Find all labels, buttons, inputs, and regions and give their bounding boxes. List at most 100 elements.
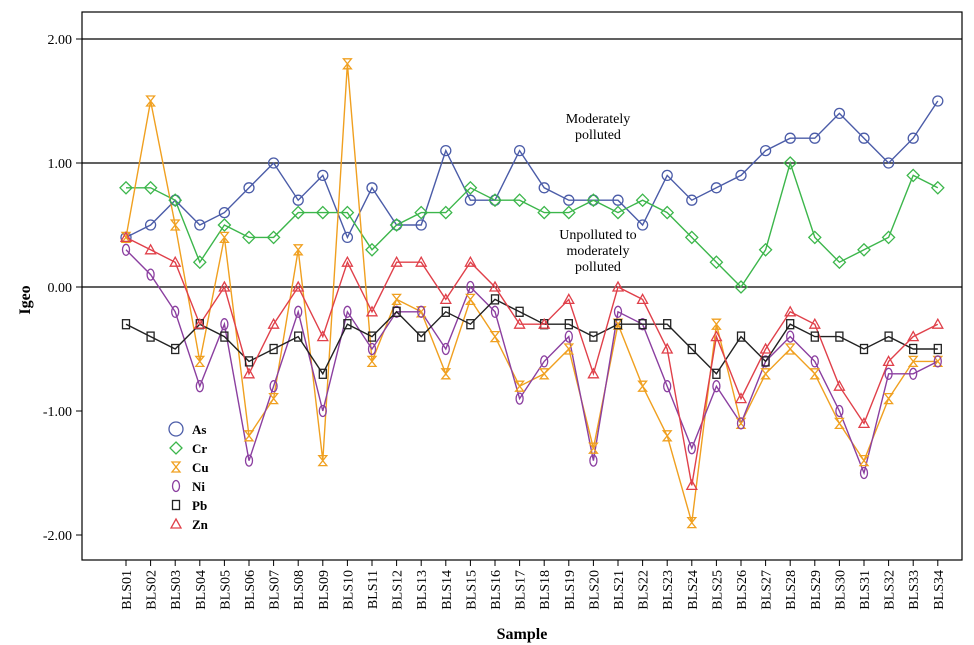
point-pb <box>884 331 893 342</box>
point-zn <box>734 392 748 404</box>
x-tick-label: BLS11 <box>366 570 381 609</box>
point-as <box>809 132 821 144</box>
point-cu <box>268 392 279 405</box>
point-pb <box>367 331 377 342</box>
point-zn <box>661 342 674 354</box>
point-as <box>563 194 575 206</box>
x-tick-label: BLS23 <box>661 570 676 610</box>
point-zn <box>882 355 895 367</box>
point-pb <box>638 319 647 330</box>
point-as <box>759 144 772 157</box>
x-tick-label: BLS16 <box>489 570 504 610</box>
legend: As Cr Cu Ni Pb Zn <box>168 421 209 532</box>
series-points-ni <box>121 243 942 480</box>
point-pb <box>171 343 180 355</box>
point-pb <box>909 343 918 355</box>
point-cu <box>169 219 181 231</box>
point-ni <box>736 417 746 430</box>
point-zn <box>464 255 477 267</box>
y-axis-ticks: 2.00 1.00 0.00 -1.00 -2.00 <box>43 33 82 544</box>
plot-frame <box>81 11 963 561</box>
series-lines <box>125 63 939 523</box>
point-zn <box>390 255 403 267</box>
point-zn <box>636 293 649 305</box>
x-tick-label: BLS04 <box>194 570 209 610</box>
point-pb <box>466 319 475 330</box>
point-zn <box>144 243 157 255</box>
point-pb <box>490 294 500 305</box>
x-tick-label: BLS27 <box>760 570 775 610</box>
point-zn <box>759 342 772 354</box>
point-zn <box>316 330 329 342</box>
point-ni <box>515 392 524 405</box>
point-zn <box>833 379 846 391</box>
series-points-cu <box>120 58 944 529</box>
point-as <box>440 144 452 157</box>
y-tick-label: 2.00 <box>48 33 73 48</box>
point-as <box>317 169 329 182</box>
point-ni <box>466 280 475 294</box>
point-as <box>390 219 403 231</box>
annotation-1-line: moderately <box>567 244 630 259</box>
x-tick-label: BLS34 <box>932 570 947 610</box>
point-cr <box>758 242 773 257</box>
point-cr <box>881 230 896 245</box>
point-cu <box>538 368 550 380</box>
point-cr <box>734 280 748 294</box>
point-as <box>513 144 526 157</box>
point-cr <box>930 180 945 195</box>
x-tick-label: BLS12 <box>391 570 406 610</box>
x-tick-label: BLS14 <box>440 570 455 610</box>
point-cr <box>192 255 207 270</box>
point-as <box>538 182 550 194</box>
point-cr <box>463 180 478 195</box>
series-line-cr <box>126 160 939 289</box>
x-tick-label: BLS28 <box>784 570 799 610</box>
point-zn <box>587 367 600 379</box>
annotation-0-line: polluted <box>575 128 621 143</box>
annotation-1-line: Unpolluted to <box>559 228 636 243</box>
point-as <box>169 194 181 206</box>
series-line-zn <box>125 236 939 486</box>
point-as <box>218 206 231 219</box>
point-cu <box>588 442 599 454</box>
legend-symbol-cr <box>169 441 183 455</box>
point-cu <box>391 293 402 306</box>
series-line-ni <box>125 249 939 476</box>
point-as <box>661 169 673 182</box>
point-cr <box>611 205 625 220</box>
point-ni <box>786 330 795 343</box>
legend-label-zn: Zn <box>192 517 209 532</box>
x-tick-label: BLS33 <box>907 570 922 610</box>
point-cr <box>365 242 379 257</box>
x-tick-label: BLS21 <box>612 570 627 610</box>
point-zn <box>611 280 625 292</box>
point-zn <box>415 255 428 267</box>
point-cr <box>709 255 724 270</box>
point-as <box>858 132 870 144</box>
point-cu <box>342 58 353 70</box>
point-as <box>882 157 895 169</box>
y-tick-label: -1.00 <box>43 405 72 420</box>
point-as <box>144 219 157 231</box>
point-cu <box>366 355 378 368</box>
point-zn <box>341 255 354 267</box>
point-ni <box>835 404 844 418</box>
point-zn <box>193 317 206 329</box>
point-zn <box>488 280 502 292</box>
point-pb <box>515 306 524 317</box>
point-as <box>489 194 501 206</box>
series-markers <box>119 58 945 529</box>
point-cu <box>686 516 698 529</box>
point-pb <box>589 331 598 342</box>
point-ni <box>933 355 942 368</box>
point-ni <box>490 305 500 318</box>
x-tick-label: BLS18 <box>538 570 553 610</box>
point-zn <box>267 317 280 329</box>
annotation-0-line: Moderately <box>566 112 631 127</box>
x-tick-label: BLS19 <box>563 570 578 610</box>
point-cr <box>488 193 502 208</box>
point-ni <box>343 305 352 318</box>
